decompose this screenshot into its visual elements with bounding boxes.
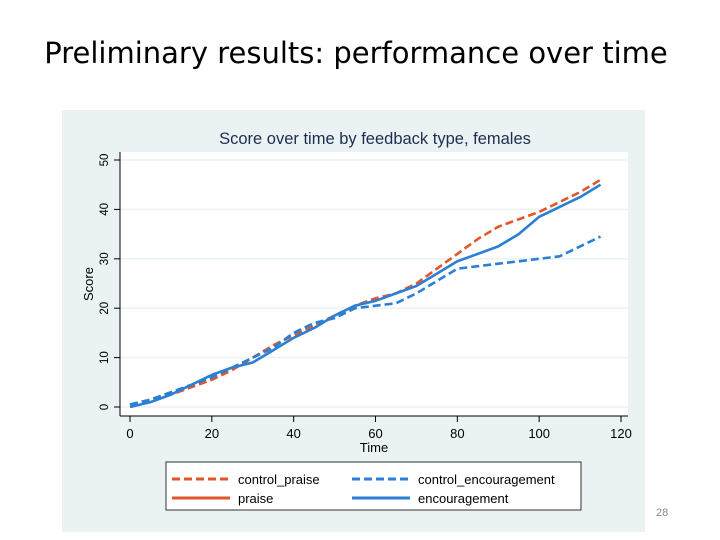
chart-title: Score over time by feedback type, female…	[219, 130, 531, 148]
legend	[165, 461, 582, 511]
y-tick-label: 10	[99, 351, 111, 364]
y-tick-label: 30	[99, 252, 111, 265]
y-axis-label: Score	[81, 267, 96, 301]
y-tick-label: 20	[99, 302, 111, 315]
x-tick-label: 120	[610, 426, 632, 441]
slide-title: Preliminary results: performance over ti…	[44, 36, 668, 70]
series-lines	[129, 178, 602, 409]
legend-label-encouragement: encouragement	[418, 491, 509, 506]
series-line-control-encouragement	[129, 235, 602, 406]
x-tick-label: 20	[205, 426, 219, 441]
y-tick-label: 40	[99, 203, 111, 216]
x-tick-label: 80	[450, 426, 464, 441]
x-tick-label: 40	[286, 426, 300, 441]
x-tick-label: 60	[368, 426, 382, 441]
legend-label-control-encouragement: control_encouragement	[418, 472, 555, 487]
axes: 0 10 20 30 40 50 0 20 40 60 80 100 120	[99, 152, 632, 441]
x-axis-label: Time	[360, 440, 388, 455]
x-tick-label: 100	[528, 426, 550, 441]
plot-area	[120, 152, 628, 416]
page-number: 28	[656, 507, 669, 519]
y-tick-label: 0	[99, 404, 111, 410]
legend-label-control-praise: control_praise	[238, 472, 320, 487]
x-tick-label: 0	[126, 426, 133, 441]
legend-entries: control_praise control_encouragementprais…	[172, 472, 555, 506]
y-tick-label: 50	[99, 154, 111, 167]
series-line-encouragement	[129, 183, 602, 409]
legend-label-praise: praise	[238, 491, 273, 506]
